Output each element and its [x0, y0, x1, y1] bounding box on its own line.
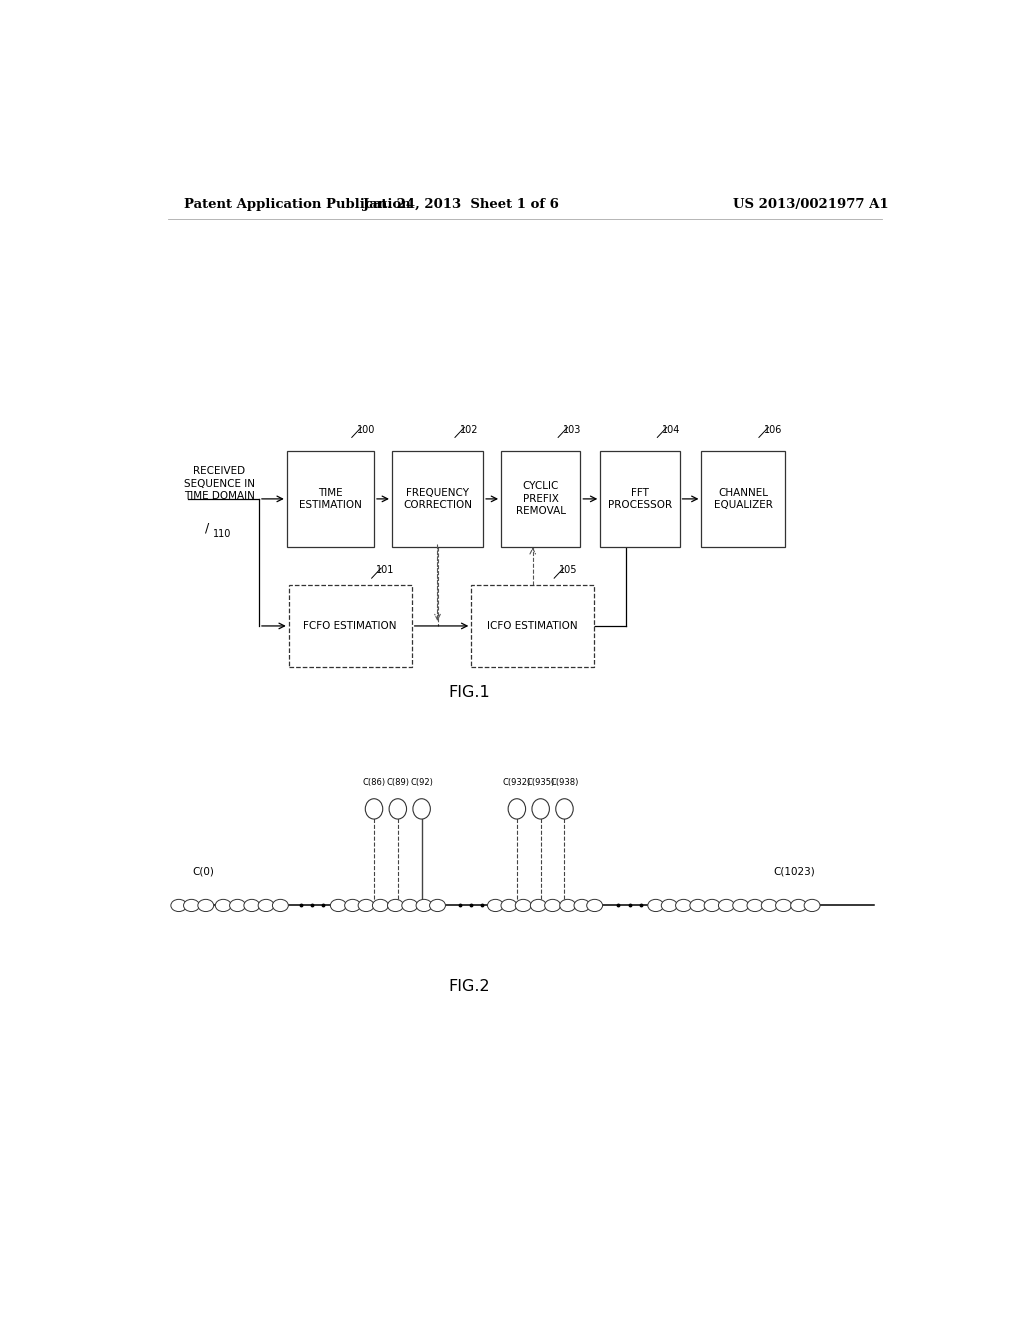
Ellipse shape: [791, 899, 807, 912]
Text: C(935): C(935): [526, 777, 555, 787]
Ellipse shape: [574, 899, 590, 912]
Ellipse shape: [171, 899, 186, 912]
Text: 104: 104: [663, 425, 681, 436]
Ellipse shape: [244, 899, 260, 912]
Text: RECEIVED
SEQUENCE IN
TIME DOMAIN: RECEIVED SEQUENCE IN TIME DOMAIN: [183, 466, 255, 502]
Ellipse shape: [508, 799, 525, 818]
Text: 105: 105: [559, 565, 578, 576]
Ellipse shape: [719, 899, 734, 912]
Ellipse shape: [587, 899, 602, 912]
FancyBboxPatch shape: [392, 450, 483, 548]
Ellipse shape: [416, 899, 432, 912]
FancyBboxPatch shape: [600, 450, 680, 548]
Text: US 2013/0021977 A1: US 2013/0021977 A1: [733, 198, 888, 211]
FancyBboxPatch shape: [471, 585, 594, 667]
Ellipse shape: [733, 899, 749, 912]
Text: /: /: [205, 521, 209, 535]
Ellipse shape: [373, 899, 388, 912]
Ellipse shape: [272, 899, 289, 912]
Text: Patent Application Publication: Patent Application Publication: [183, 198, 411, 211]
Text: FFT
PROCESSOR: FFT PROCESSOR: [608, 487, 672, 510]
Ellipse shape: [198, 899, 214, 912]
Text: 106: 106: [764, 425, 782, 436]
Text: FIG.2: FIG.2: [449, 979, 490, 994]
Text: C(92): C(92): [411, 777, 433, 787]
Text: C(932): C(932): [503, 777, 531, 787]
Ellipse shape: [676, 899, 691, 912]
Ellipse shape: [387, 899, 403, 912]
Ellipse shape: [183, 899, 200, 912]
Text: 103: 103: [563, 425, 582, 436]
Text: C(938): C(938): [550, 777, 579, 787]
Ellipse shape: [345, 899, 360, 912]
Ellipse shape: [531, 799, 550, 818]
Ellipse shape: [804, 899, 820, 912]
Text: 110: 110: [213, 528, 231, 539]
FancyBboxPatch shape: [701, 450, 784, 548]
Text: C(1023): C(1023): [774, 867, 815, 876]
FancyBboxPatch shape: [501, 450, 581, 548]
Ellipse shape: [515, 899, 531, 912]
Ellipse shape: [705, 899, 720, 912]
Ellipse shape: [215, 899, 231, 912]
FancyBboxPatch shape: [287, 450, 374, 548]
Ellipse shape: [331, 899, 346, 912]
Text: C(89): C(89): [386, 777, 410, 787]
FancyBboxPatch shape: [289, 585, 412, 667]
Ellipse shape: [662, 899, 677, 912]
Ellipse shape: [530, 899, 546, 912]
Text: Jan. 24, 2013  Sheet 1 of 6: Jan. 24, 2013 Sheet 1 of 6: [364, 198, 559, 211]
Text: CYCLIC
PREFIX
REMOVAL: CYCLIC PREFIX REMOVAL: [516, 482, 565, 516]
Ellipse shape: [430, 899, 445, 912]
Text: FCFO ESTIMATION: FCFO ESTIMATION: [303, 620, 397, 631]
Ellipse shape: [366, 799, 383, 818]
Ellipse shape: [560, 899, 575, 912]
Ellipse shape: [358, 899, 374, 912]
Ellipse shape: [389, 799, 407, 818]
Text: FIG.1: FIG.1: [449, 685, 490, 700]
Ellipse shape: [401, 899, 418, 912]
Text: C(0): C(0): [193, 867, 214, 876]
Text: ICFO ESTIMATION: ICFO ESTIMATION: [487, 620, 579, 631]
Text: CHANNEL
EQUALIZER: CHANNEL EQUALIZER: [714, 487, 772, 510]
Text: C(86): C(86): [362, 777, 386, 787]
Ellipse shape: [487, 899, 504, 912]
Text: FREQUENCY
CORRECTION: FREQUENCY CORRECTION: [403, 487, 472, 510]
Ellipse shape: [545, 899, 560, 912]
Ellipse shape: [690, 899, 706, 912]
Text: 101: 101: [377, 565, 395, 576]
Ellipse shape: [413, 799, 430, 818]
Text: 100: 100: [356, 425, 375, 436]
Ellipse shape: [501, 899, 517, 912]
Ellipse shape: [229, 899, 246, 912]
Text: TIME
ESTIMATION: TIME ESTIMATION: [299, 487, 361, 510]
Text: 102: 102: [460, 425, 478, 436]
Ellipse shape: [648, 899, 664, 912]
Ellipse shape: [258, 899, 274, 912]
Ellipse shape: [748, 899, 763, 912]
Ellipse shape: [761, 899, 777, 912]
Ellipse shape: [556, 799, 573, 818]
Ellipse shape: [775, 899, 792, 912]
